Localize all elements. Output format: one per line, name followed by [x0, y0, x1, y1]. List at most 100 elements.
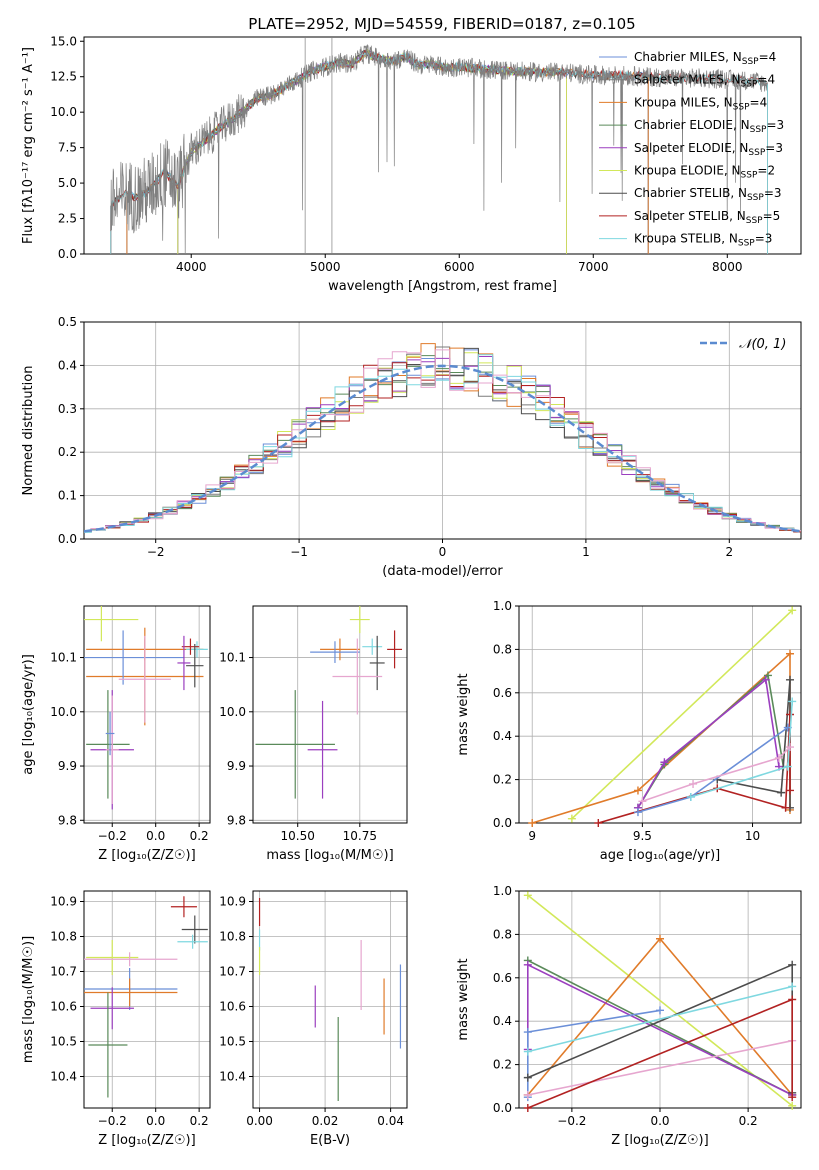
y-tick-label: 10.0	[50, 105, 77, 119]
histograms	[84, 343, 801, 533]
normal-curve	[84, 364, 801, 533]
chart-age-vs-Z: −0.2 0.0 0.2 9.8 9.9 10.0 10.1 Z [log₁₀(Z/Z☉)] a…	[21, 605, 211, 863]
y-tick-label: 0.2	[493, 1058, 512, 1072]
y-axis-label: mass weight	[456, 958, 471, 1040]
weight-marker	[788, 606, 797, 615]
weight-lines	[523, 891, 797, 1112]
weight-marker	[788, 995, 797, 1004]
weight-lines	[528, 606, 797, 827]
y-tick-label: 0.6	[493, 971, 512, 985]
y-tick-label: 10.5	[219, 1035, 246, 1049]
y-tick-label: 5.0	[58, 176, 77, 190]
y-tick-label: 7.5	[58, 141, 77, 155]
weight-marker	[761, 675, 770, 684]
y-tick-label: 9.8	[58, 813, 77, 827]
y-tick-label: 0.6	[493, 686, 512, 700]
weight-marker	[785, 710, 794, 719]
y-tick-label: 0.4	[493, 1014, 512, 1028]
weight-marker	[785, 786, 794, 795]
y-tick-label: 10.0	[50, 705, 77, 719]
y-tick-label: 10.0	[219, 705, 246, 719]
x-tick-label: 10	[745, 829, 760, 843]
y-axis-label: mass [log₁₀(M/M☉)]	[21, 936, 36, 1063]
legend-entry: Kroupa STELIB, NSSP=3	[634, 232, 772, 249]
x-tick-label: 0.02	[312, 1114, 339, 1128]
legend-entry: 𝒩(0, 1)	[739, 337, 786, 352]
x-axis-label: (data-model)/error	[382, 564, 503, 579]
weight-marker	[785, 675, 794, 684]
weight-marker	[528, 819, 537, 827]
weight-marker	[523, 1090, 532, 1099]
y-tick-label: 10.7	[50, 965, 77, 979]
y-tick-label: 1.0	[493, 599, 512, 613]
weight-marker	[689, 779, 698, 788]
x-tick-label: 0.0	[146, 829, 165, 843]
weight-marker	[660, 758, 669, 767]
x-axis-label: Z [log₁₀(Z/Z☉)]	[611, 1133, 708, 1148]
y-tick-label: 0.0	[58, 532, 77, 546]
x-axis-label: Z [log₁₀(Z/Z☉)]	[98, 1133, 195, 1148]
y-tick-label: 0.0	[493, 1101, 512, 1115]
weight-marker	[523, 1028, 532, 1037]
y-tick-label: 9.9	[227, 759, 246, 773]
y-tick-label: 9.8	[227, 813, 246, 827]
x-axis-label: Z [log₁₀(Z/Z☉)]	[98, 848, 195, 863]
y-tick-label: 10.6	[50, 1000, 77, 1014]
y-tick-label: 12.5	[50, 70, 77, 84]
chart-mass-vs-Z: −0.2 0.0 0.2 10.4 10.5 10.6 10.7 10.8 10.9 Z [log…	[21, 890, 211, 1148]
x-tick-label: 0.0	[146, 1114, 165, 1128]
plot-frame	[518, 890, 802, 1109]
weight-marker	[788, 1093, 797, 1102]
y-tick-label: 0.4	[493, 729, 512, 743]
weight-marker	[788, 1101, 797, 1110]
legend-entry: Kroupa ELODIE, NSSP=2	[634, 164, 775, 181]
plot-frame	[83, 605, 211, 824]
y-tick-label: 0.8	[493, 927, 512, 941]
y-tick-label: 10.7	[219, 965, 246, 979]
x-tick-label: 10.75	[343, 829, 377, 843]
weight-marker	[788, 982, 797, 991]
plot-frame	[83, 890, 211, 1109]
chart-residuals: −2 −1 0 1 2 0.0 0.1 0.2 0.3 0.4 0.5 (data-model)/er…	[21, 315, 802, 579]
weight-marker	[783, 762, 792, 771]
weight-marker	[785, 649, 794, 658]
legend-entry: Salpeter ELODIE, NSSP=3	[634, 141, 783, 158]
weight-marker	[638, 797, 647, 806]
y-axis-label: Normed distribution	[21, 366, 36, 496]
error-bars	[258, 898, 402, 1101]
x-tick-label: 5000	[310, 260, 341, 274]
y-tick-label: 10.1	[50, 651, 77, 665]
x-tick-label: 0.00	[246, 1114, 273, 1128]
x-tick-label: 4000	[176, 260, 207, 274]
y-axis-label: age [log₁₀(age/yr)]	[21, 654, 36, 775]
weight-marker	[523, 960, 532, 969]
y-tick-label: 9.9	[58, 759, 77, 773]
x-tick-label: 0.2	[190, 829, 209, 843]
x-tick-label: 0	[439, 545, 447, 559]
x-tick-label: 0.2	[190, 1114, 209, 1128]
weight-marker	[523, 891, 532, 900]
legend-entry: Chabrier ELODIE, NSSP=3	[634, 118, 784, 135]
weight-marker	[567, 814, 576, 823]
y-tick-label: 0.0	[493, 816, 512, 830]
x-tick-label: 9.5	[633, 829, 652, 843]
spectrum-lines	[110, 37, 768, 254]
weight-marker	[656, 1006, 664, 1015]
weight-marker	[594, 819, 603, 827]
x-axis-label: E(B-V)	[310, 1133, 350, 1148]
legend-entry: Chabrier MILES, NSSP=4	[634, 50, 776, 67]
y-tick-label: 1.0	[493, 884, 512, 898]
y-tick-label: 10.9	[50, 895, 77, 909]
weight-line	[527, 1039, 793, 1096]
x-tick-label: −0.2	[557, 1114, 586, 1128]
y-axis-label: Flux [fλ10⁻¹⁷ erg cm⁻² s⁻¹ A⁻¹]	[21, 47, 36, 244]
figure-title: PLATE=2952, MJD=54559, FIBERID=0187, z=0…	[248, 15, 635, 33]
y-tick-label: 10.1	[219, 651, 246, 665]
weight-marker	[788, 697, 797, 706]
x-tick-label: 0.2	[739, 1114, 758, 1128]
weight-marker	[763, 671, 772, 680]
y-tick-label: 10.9	[219, 895, 246, 909]
x-axis-label: wavelength [Angstrom, rest frame]	[328, 279, 557, 294]
x-tick-label: −2	[147, 545, 165, 559]
x-tick-label: 6000	[444, 260, 475, 274]
